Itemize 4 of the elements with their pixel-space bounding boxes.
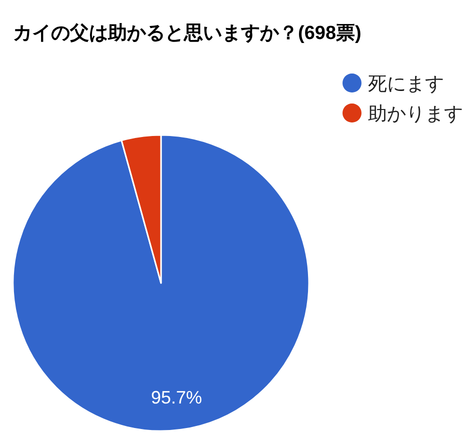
legend-label: 死にます [368, 74, 444, 95]
legend-label: 助かります [368, 104, 463, 125]
chart-title: カイの父は助かると思いますか？(698票) [13, 22, 362, 44]
data-label: 95.7% [151, 387, 202, 408]
